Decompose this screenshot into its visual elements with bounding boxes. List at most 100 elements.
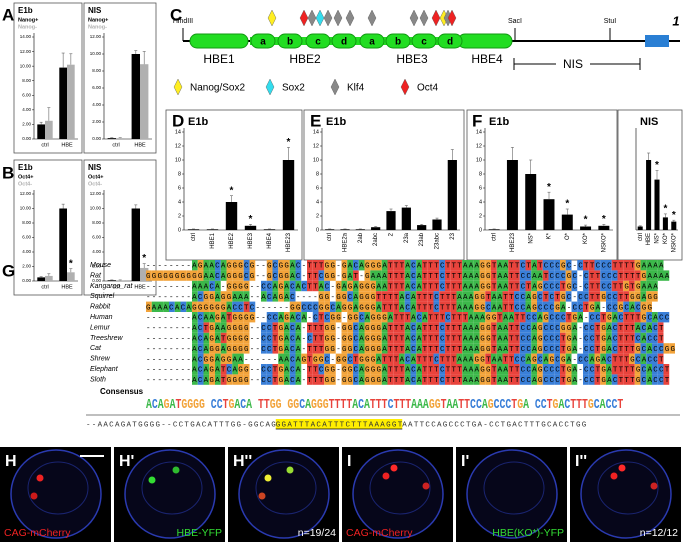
base-cell (399, 260, 405, 271)
panel-letter: B (2, 163, 14, 182)
legend-entry: Nanog- (88, 24, 107, 30)
y-tick-label: 4.00 (92, 102, 101, 107)
legend-entry: Oct4- (88, 181, 102, 187)
y-tick-label: 0.00 (22, 136, 31, 141)
base-cell (542, 301, 549, 312)
base-cell (243, 322, 250, 333)
base-cell (634, 343, 641, 354)
base-cell (278, 312, 284, 323)
base-cell (243, 260, 250, 271)
base-cell (439, 301, 445, 312)
subregion (437, 33, 463, 49)
base-cell (422, 280, 428, 292)
subregion (305, 33, 331, 49)
base-cell (473, 353, 480, 364)
embryo-inner (255, 461, 317, 515)
base-cell (588, 353, 595, 364)
base-cell (261, 280, 267, 292)
base-cell (600, 364, 606, 375)
base-cell (427, 322, 434, 333)
base-cell (399, 374, 405, 385)
embryo-inner (369, 461, 431, 515)
base-cell (370, 343, 376, 354)
base-cell (197, 260, 204, 271)
base-cell (560, 343, 566, 354)
base-cell (404, 374, 411, 385)
base-cell (525, 322, 532, 333)
y-tick-label: 6.00 (92, 85, 101, 90)
base-cell (341, 301, 348, 312)
base-cell (640, 291, 647, 302)
subregion (385, 33, 411, 49)
base-cell (353, 374, 359, 385)
base-cell (433, 374, 440, 385)
base-cell (243, 364, 250, 375)
y-tick-label: 6.00 (22, 92, 31, 97)
x-tick-label: HBE2a (343, 232, 349, 252)
base-cell (468, 364, 474, 375)
subregion-label: c (421, 37, 427, 48)
base-cell (646, 270, 652, 281)
base-cell (243, 291, 250, 302)
base-cell (657, 353, 664, 364)
base-cell (381, 353, 388, 364)
base-cell (289, 280, 296, 292)
base-cell (358, 280, 365, 292)
base-cell (335, 353, 342, 364)
base-cell (347, 322, 353, 333)
base-cell (560, 374, 566, 385)
base-cell (606, 280, 612, 292)
base-cell (341, 280, 348, 292)
region (189, 33, 249, 49)
base-cell (220, 270, 227, 281)
base-cell (376, 312, 382, 323)
base-cell (652, 374, 658, 385)
base-cell (174, 270, 181, 281)
base-cell (226, 332, 233, 344)
base-cell (295, 312, 302, 323)
subregion (331, 33, 357, 49)
base-cell (376, 343, 382, 354)
base-cell (226, 353, 233, 364)
base-cell (565, 260, 572, 271)
base-cell (537, 312, 543, 323)
base-cell (537, 280, 543, 292)
base-cell (617, 260, 624, 271)
base-cell (203, 270, 210, 281)
chart-title: E1b (18, 163, 33, 172)
base-cell (278, 364, 284, 375)
base-cell (560, 260, 566, 271)
base-cell (416, 332, 422, 344)
base-cell (330, 301, 336, 312)
base-cell (554, 353, 560, 364)
base-cell (203, 332, 210, 344)
x-tick-label: NSKO* (671, 232, 677, 252)
bar (355, 229, 365, 230)
y-tick-label: 0.00 (92, 136, 101, 141)
base-cell (663, 364, 670, 375)
base-cell (381, 322, 388, 333)
base-cell (554, 343, 560, 354)
base-cell (646, 280, 652, 292)
base-cell (387, 280, 394, 292)
base-cell (318, 280, 325, 292)
base-cell (646, 353, 652, 364)
base-cell (192, 270, 198, 281)
x-tick-label: ctrl (41, 284, 48, 290)
base-cell (220, 312, 227, 323)
base-cell (508, 270, 514, 281)
subregion-label: d (341, 37, 347, 48)
subregion-label: b (395, 37, 401, 48)
base-cell (496, 312, 503, 323)
site-label: SacI (508, 18, 522, 25)
y-tick-label: 10.00 (20, 63, 32, 68)
base-cell (652, 260, 658, 271)
base-cell (560, 270, 566, 281)
y-tick-label: 12 (175, 143, 181, 149)
base-cell (381, 364, 388, 375)
base-cell (537, 353, 543, 364)
base-cell (525, 364, 532, 375)
base-cell (468, 270, 474, 281)
base-cell (606, 260, 612, 271)
image-caption: CAG-mCherry (4, 527, 71, 539)
